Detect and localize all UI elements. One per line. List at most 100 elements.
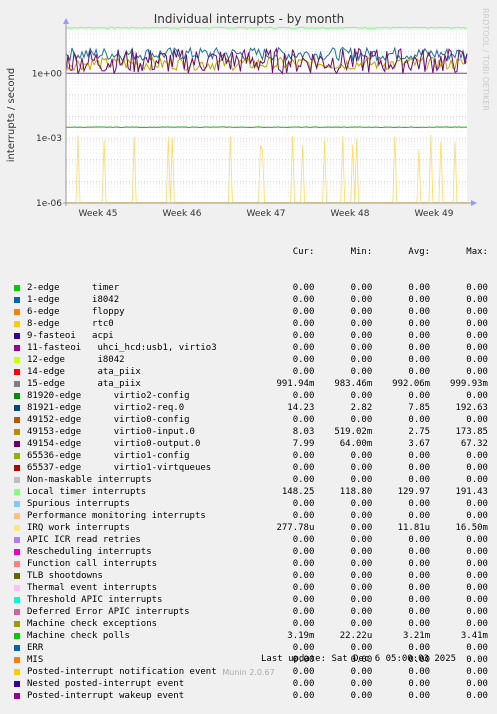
legend-name: 11-fasteoi uhci_hcd:usb1, virtio3 (27, 343, 217, 353)
series-line (65, 55, 468, 72)
legend-avg: 0.00 (408, 343, 431, 353)
legend-row: Threshold APIC interrupts 0.00 0.00 0.00 0.0… (13, 594, 488, 606)
legend-max: 999.93m (450, 379, 488, 389)
legend-swatch (14, 693, 20, 699)
legend-min: 0.00 (350, 607, 373, 617)
legend-max: 192.63 (455, 403, 488, 413)
legend-avg: 0.00 (408, 283, 431, 293)
legend-cur: 0.00 (292, 583, 315, 593)
legend-avg: 3.67 (408, 439, 431, 449)
legend-cur: 0.00 (292, 499, 315, 509)
legend-max: 0.00 (466, 691, 488, 701)
header-max: Max: (466, 247, 488, 257)
legend-max: 0.00 (466, 367, 488, 377)
legend-name: 49154-edge virtio0-output.0 (27, 439, 201, 449)
legend-min: 2.82 (350, 403, 373, 413)
legend-min: 0.00 (350, 295, 373, 305)
legend-min: 0.00 (350, 655, 373, 665)
legend-avg: 0.00 (408, 415, 431, 425)
x-tick-label: Week 45 (79, 209, 118, 219)
legend-cur: 0.00 (292, 367, 315, 377)
legend-min: 0.00 (350, 571, 373, 581)
legend-row: Posted-interrupt notification event 0.00 0… (13, 666, 488, 678)
legend-cur: 8.03 (292, 427, 315, 437)
side-label: RRDTOOL / TOBI OETIKER (481, 8, 490, 111)
legend-name: Non-maskable interrupts (27, 475, 152, 485)
legend-swatch (14, 561, 20, 567)
legend-name: 65537-edge virtio1-virtqueues (27, 463, 212, 473)
legend-name: Machine check polls (27, 631, 130, 641)
legend-min: 0.00 (350, 415, 373, 425)
legend-cur: 0.00 (292, 559, 315, 569)
legend-name: 12-edge i8042 (27, 355, 125, 365)
legend-swatch (14, 405, 20, 411)
legend-row: Machine check polls 3.19m 22.22u 3.21m 3.41m (13, 630, 488, 642)
series-line (66, 26, 467, 29)
legend-name: 1-edge i8042 (27, 295, 120, 305)
y-tick-label: 1e-03 (36, 134, 62, 144)
legend-avg: 0.00 (408, 367, 431, 377)
legend-min: 0.00 (350, 319, 373, 329)
legend-avg: 2.75 (408, 427, 431, 437)
legend-swatch (14, 429, 20, 435)
legend: Cur: Min: Avg: Max: 2-edge timer 0.00 0.00… (13, 222, 488, 714)
legend-swatch (14, 609, 20, 615)
legend-cur: 7.99 (292, 439, 315, 449)
legend-cur: 277.78u (276, 523, 315, 533)
legend-row: 81921-edge virtio2-req.0 14.23 2.82 7.85 192… (13, 402, 488, 414)
legend-max: 191.43 (455, 487, 488, 497)
legend-name: Nested posted-interrupt event (27, 679, 185, 689)
legend-row: 65536-edge virtio1-config 0.00 0.00 0.00 0.0… (13, 450, 488, 462)
legend-min: 64.00m (339, 439, 373, 449)
legend-max: 0.00 (466, 655, 488, 665)
legend-swatch (14, 513, 20, 519)
legend-name: Threshold APIC interrupts (27, 595, 163, 605)
x-tick-label: Week 46 (163, 209, 202, 219)
legend-max: 0.00 (466, 583, 488, 593)
x-tick-label: Week 49 (415, 209, 454, 219)
legend-cur: 0.00 (292, 391, 315, 401)
legend-swatch (14, 597, 20, 603)
y-axis-label: interrupts / second (6, 68, 17, 162)
legend-max: 0.00 (466, 511, 488, 521)
legend-avg: 0.00 (408, 595, 431, 605)
x-axis-arrow (471, 200, 477, 206)
legend-min: 0.00 (350, 475, 373, 485)
legend-min: 0.00 (350, 343, 373, 353)
legend-row: Function call interrupts 0.00 0.00 0.00 0.00 (13, 558, 488, 570)
legend-cur: 0.00 (292, 295, 315, 305)
legend-max: 0.00 (466, 463, 488, 473)
y-tick-label: 1e+00 (32, 69, 63, 79)
legend-cur: 0.00 (292, 307, 315, 317)
legend-cur: 0.00 (292, 691, 315, 701)
legend-cur: 0.00 (292, 463, 315, 473)
chart-title: Individual interrupts - by month (154, 12, 345, 26)
legend-name: 14-edge ata_piix (27, 367, 141, 377)
legend-cur: 0.00 (292, 415, 315, 425)
legend-min: 0.00 (350, 283, 373, 293)
series-line (65, 126, 467, 129)
legend-swatch (14, 633, 20, 639)
legend-min: 0.00 (350, 355, 373, 365)
legend-cur: 14.23 (287, 403, 315, 413)
legend-row: Deferred Error APIC interrupts 0.00 0.00 0.… (13, 606, 488, 618)
legend-cur: 0.00 (292, 571, 315, 581)
legend-name: Machine check exceptions (27, 619, 158, 629)
legend-avg: 0.00 (408, 619, 431, 629)
legend-name: 9-fasteoi acpi (27, 331, 114, 341)
legend-avg: 129.97 (397, 487, 431, 497)
legend-max: 0.00 (466, 319, 488, 329)
legend-row: Spurious interrupts 0.00 0.00 0.00 0.00 (13, 498, 488, 510)
legend-max: 0.00 (466, 307, 488, 317)
legend-row: Machine check exceptions 0.00 0.00 0.00 0.00 (13, 618, 488, 630)
legend-min: 0.00 (350, 367, 373, 377)
legend-avg: 0.00 (408, 607, 431, 617)
legend-max: 0.00 (466, 331, 488, 341)
legend-swatch (14, 657, 20, 663)
legend-swatch (14, 297, 20, 303)
legend-name: 65536-edge virtio1-config (27, 451, 190, 461)
legend-avg: 0.00 (408, 451, 431, 461)
legend-swatch (14, 585, 20, 591)
legend-name: Deferred Error APIC interrupts (27, 607, 190, 617)
legend-min: 0.00 (350, 535, 373, 545)
